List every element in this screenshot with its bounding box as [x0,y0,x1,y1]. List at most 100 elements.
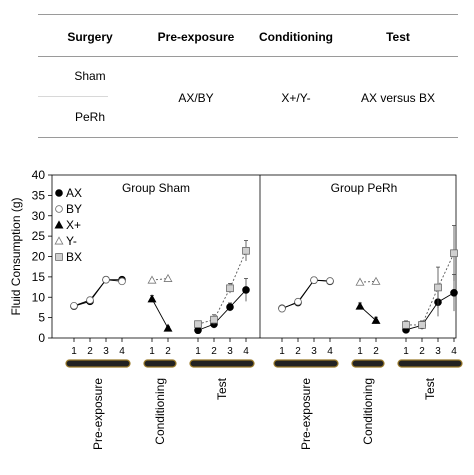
data-point-BY [118,277,126,286]
group-divider [38,96,108,97]
x-tick-label: 2 [373,346,379,357]
stage-bar [273,359,339,368]
y-tick-label: 25 [32,229,46,243]
y-tick-label: 30 [32,209,46,223]
design-table: Surgery Pre-exposure Conditioning Test S… [38,14,458,138]
data-point-Yminus [163,273,173,282]
test-cell: AX versus BX [360,91,436,105]
data-point-BX [434,283,442,292]
stage-label: Conditioning [361,378,375,445]
x-tick-label: 4 [327,346,333,357]
x-tick-label: 3 [227,346,233,357]
data-point-AX [450,288,458,297]
y-tick-label: 10 [32,290,46,304]
header-conditioning: Conditioning [259,30,333,44]
data-point-BY [326,277,334,285]
legend-label: BX [66,250,82,264]
series-line-AX [73,279,122,307]
data-point-AX [226,303,234,311]
data-point-BY [102,275,110,284]
data-point-Yminus [355,277,365,286]
data-point-BY [70,302,78,310]
x-tick-label: 2 [165,346,171,357]
legend-marker-BX [55,253,63,261]
x-tick-label: 3 [311,346,317,357]
x-tick-label: 4 [119,346,125,357]
stage-bar [351,359,385,368]
data-point-BX [194,320,202,328]
stage-bar [65,359,131,368]
x-tick-label: 2 [295,346,301,357]
stage-bar [189,359,255,368]
data-point-Yminus [147,275,157,284]
y-tick-label: 20 [32,250,46,264]
data-point-BY [278,304,286,313]
data-point-BX [418,321,426,329]
y-tick-label: 15 [32,270,46,284]
header-test: Test [386,30,410,44]
group-perh-cell: PeRh [74,110,106,124]
conditioning-cell: X+/Y- [281,91,311,105]
series-line-BY [281,279,331,310]
legend-marker-AX [55,189,63,197]
panel-title: Group Sham [122,181,190,195]
table-top-rule [38,14,458,15]
header-pre-exposure: Pre-exposure [157,30,235,44]
group-sham-cell: Sham [74,69,106,83]
y-axis-label: Fluid Consumption (g) [9,197,23,315]
data-point-BX [242,246,250,255]
x-tick-label: 2 [211,346,217,357]
legend-marker-Xplus [54,220,64,229]
series-line-AX [197,289,247,331]
data-point-Xplus [371,315,381,324]
y-tick-label: 40 [32,168,46,182]
header-surgery: Surgery [67,30,113,44]
table-bottom-rule [38,137,458,138]
data-point-BY [86,296,94,304]
legend-label: BY [66,202,82,216]
fluid-consumption-chart: 0 5 10 15 20 25 30 35 40 Fluid Consumption (g) Gro… [9,168,463,450]
stage-label: Pre-exposure [299,378,313,450]
data-point-BX [226,284,234,293]
data-point-BX [450,249,458,258]
x-tick-label: 1 [357,346,363,357]
series-line-Yminus [359,280,377,283]
y-tick-label: 35 [32,188,46,202]
data-point-AX [242,286,250,294]
stage-bar [397,359,463,368]
panel-title: Group PeRh [331,181,398,195]
series-line-AX [281,279,331,309]
series-line-BX [406,253,455,326]
data-point-BX [402,321,410,329]
series-line-BY [73,279,123,307]
data-point-BY [294,297,302,306]
legend-marker-BY [55,205,63,213]
x-tick-label: 4 [243,346,249,357]
data-point-Xplus [163,323,173,332]
series-line-BX [197,250,247,325]
legend-label: AX [66,186,82,200]
series-line-AX [405,292,455,331]
data-point-Xplus [355,301,365,310]
data-point-Yminus [371,276,381,285]
x-tick-label: 3 [435,346,441,357]
data-point-Xplus [147,294,157,303]
stage-label: Test [423,377,437,400]
series-line-Xplus [151,298,169,329]
x-tick-label: 1 [279,346,285,357]
x-tick-label: 1 [403,346,409,357]
pre-exposure-cell: AX/BY [178,91,214,105]
y-tick-label: 5 [38,311,45,325]
x-tick-label: 2 [87,346,93,357]
stage-label: Conditioning [153,378,167,445]
x-tick-label: 4 [451,346,457,357]
x-tick-label: 1 [195,346,201,357]
stage-label: Pre-exposure [91,378,105,450]
stage-label: Test [215,377,229,400]
x-tick-label: 2 [419,346,425,357]
data-point-BY [310,276,318,284]
legend-label: Y- [66,234,77,248]
legend-label: X+ [66,218,81,232]
y-tick-label: 0 [38,331,45,345]
legend-marker-Yminus [54,236,64,245]
